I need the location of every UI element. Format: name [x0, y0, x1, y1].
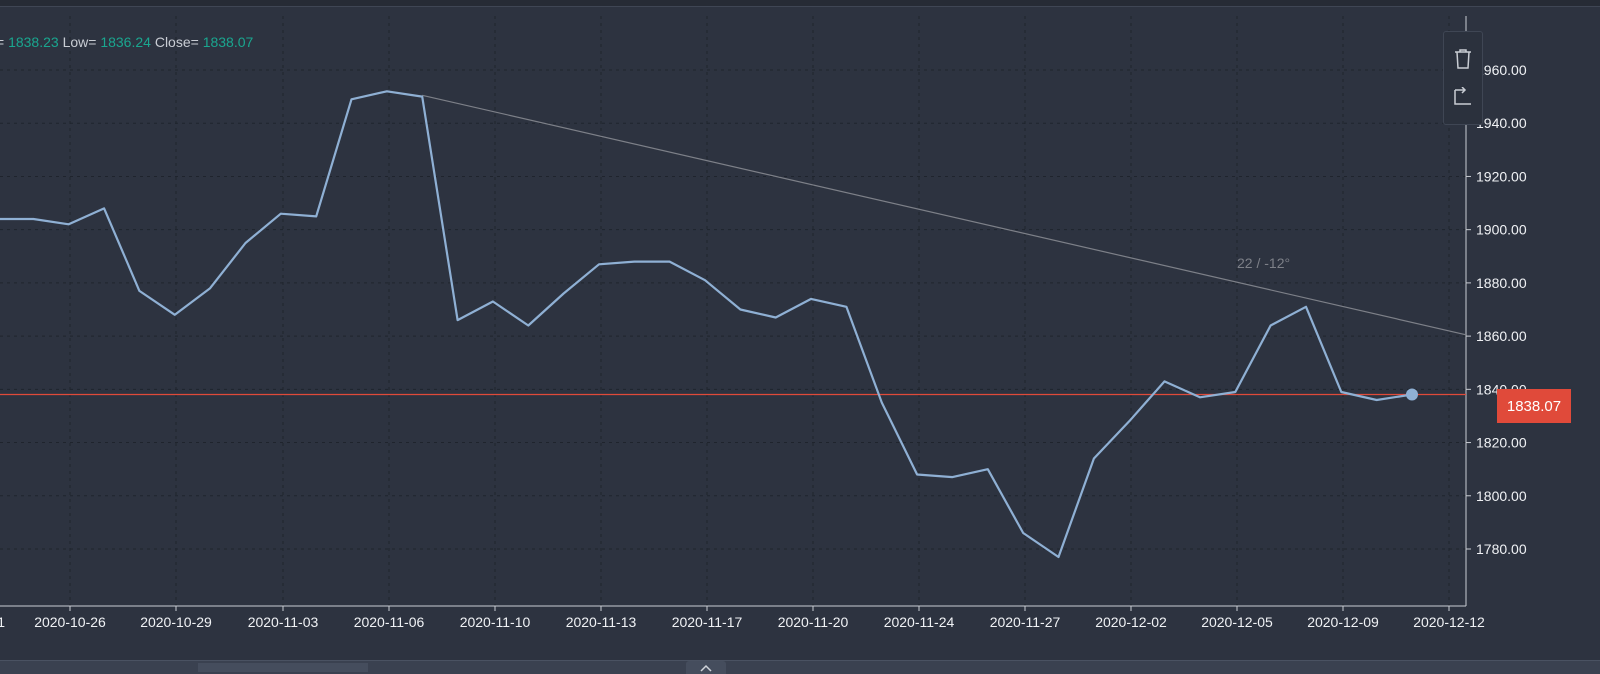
top-border: [0, 0, 1600, 7]
x-tick-label: 2020-11-10: [460, 614, 531, 630]
x-tick-label: 2020-10-26: [34, 614, 106, 630]
x-tick-label: 2020-12-05: [1201, 614, 1273, 630]
y-tick-label: 1920.00: [1476, 168, 1527, 184]
x-tick-label: 2020-12-12: [1413, 614, 1485, 630]
x-tick-label: 2020-12-02: [1095, 614, 1167, 630]
x-tick-label-partial: 1: [0, 614, 5, 630]
y-tick-label: 1860.00: [1476, 328, 1527, 344]
x-tick-label: 2020-10-29: [140, 614, 212, 630]
legend-low-label: Low=: [58, 34, 101, 50]
x-tick-label: 2020-11-20: [778, 614, 849, 630]
x-tick-label: 2020-11-13: [566, 614, 637, 630]
bottom-scrollbar[interactable]: [0, 660, 1600, 674]
last-price-point: [1406, 388, 1418, 401]
x-tick-label: 2020-11-17: [672, 614, 743, 630]
delete-button[interactable]: [1444, 40, 1482, 78]
trash-icon: [1455, 49, 1471, 69]
y-tick-label: 1820.00: [1476, 435, 1527, 451]
trendline-label: 22 / -12°: [1237, 255, 1290, 271]
undo-button[interactable]: [1444, 78, 1482, 116]
y-tick-label: 1900.00: [1476, 222, 1527, 238]
undo-icon: [1454, 87, 1471, 105]
legend-high-value: 1838.23: [8, 34, 59, 50]
current-price-badge: 1838.07: [1497, 389, 1571, 423]
ohlc-legend: = 1838.23 Low= 1836.24 Close= 1838.07: [0, 34, 253, 50]
legend-high-prefix: =: [0, 34, 5, 50]
x-tick-label: 2020-11-24: [884, 614, 955, 630]
x-tick-label: 2020-11-27: [990, 614, 1061, 630]
y-tick-label: 1780.00: [1476, 541, 1527, 557]
chevron-up-icon: [700, 664, 712, 672]
x-tick-label: 2020-11-03: [248, 614, 319, 630]
y-tick-label: 1940.00: [1476, 115, 1527, 131]
y-tick-label: 1960.00: [1476, 62, 1527, 78]
trendline: [422, 94, 1467, 336]
drawing-toolbar: [1443, 31, 1483, 125]
legend-close-value: 1838.07: [202, 34, 254, 50]
x-tick-label: 2020-11-06: [354, 614, 425, 630]
y-tick-label: 1800.00: [1476, 488, 1527, 504]
x-tick-label: 2020-12-09: [1307, 614, 1379, 630]
collapse-toggle-button[interactable]: [686, 661, 726, 674]
y-tick-label: 1880.00: [1476, 275, 1527, 291]
scrollbar-thumb[interactable]: [198, 663, 368, 672]
legend-close-label: Close=: [150, 34, 203, 50]
legend-low-value: 1836.24: [100, 34, 151, 50]
price-series-line: [0, 90, 1413, 559]
